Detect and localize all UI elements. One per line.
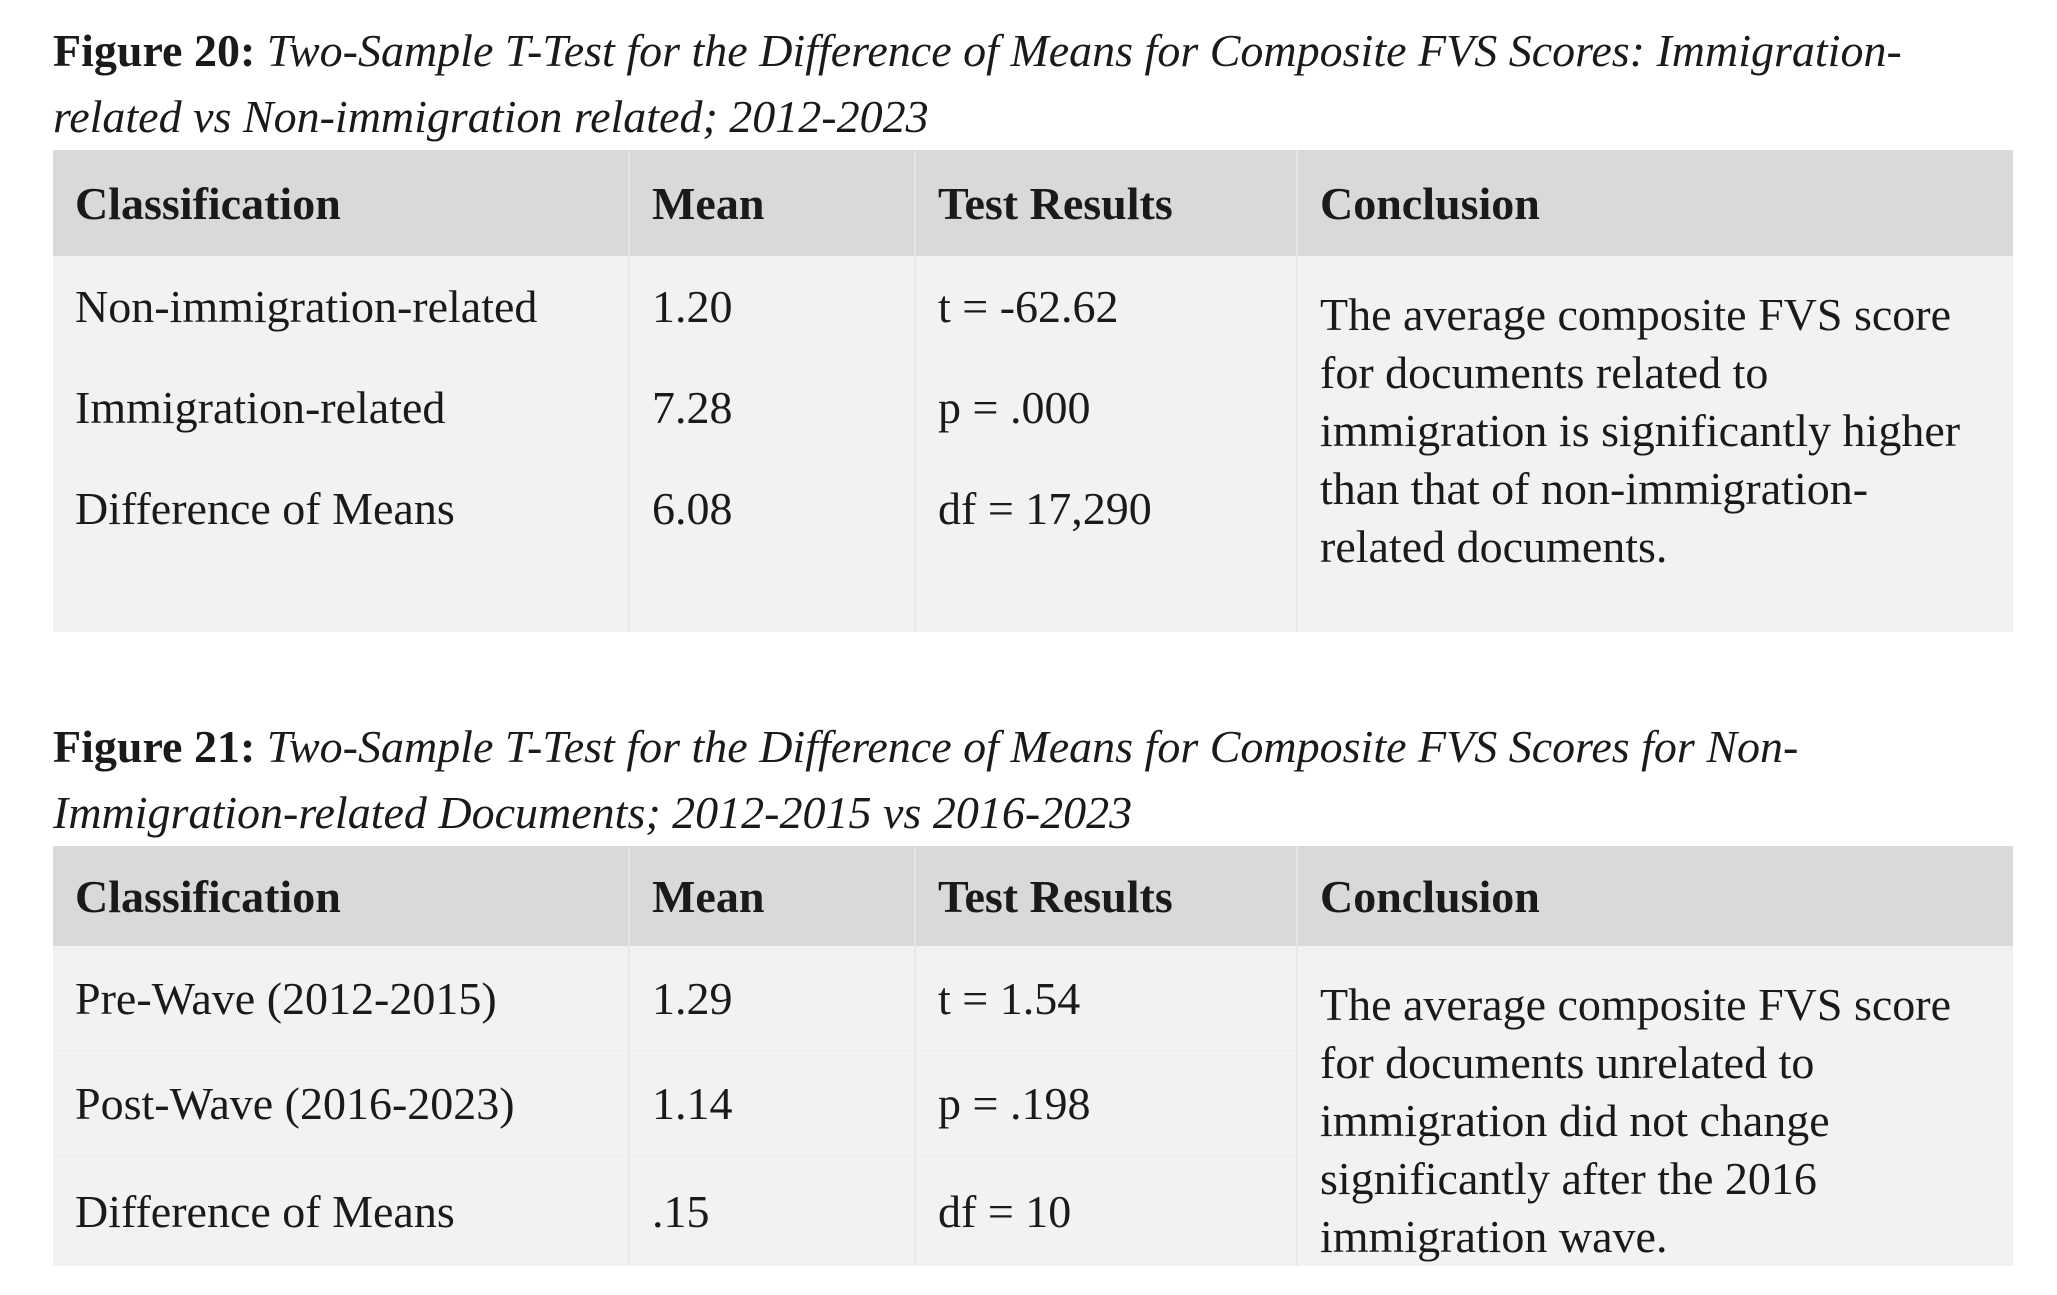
cell-test-result: t = 1.54 (916, 946, 1298, 1051)
cell-mean: 1.20 (630, 256, 916, 357)
header-mean: Mean (630, 150, 916, 256)
figure-caption: Figure 21: Two-Sample T-Test for the Dif… (53, 714, 2013, 846)
table-row: Difference of Means .15 df = 10 (53, 1155, 2013, 1266)
figure-title: Two-Sample T-Test for the Difference of … (53, 721, 1799, 838)
table-header-row: Classification Mean Test Results Conclus… (53, 846, 2013, 946)
cell-conclusion: The average composite FVS score for docu… (1298, 256, 2013, 632)
cell-classification: Non-immigration-related (53, 256, 630, 357)
header-classification: Classification (53, 846, 630, 946)
cell-mean: .15 (630, 1155, 916, 1266)
cell-mean: 1.14 (630, 1050, 916, 1156)
table-row: Immigration-related 7.28 p = .000 (53, 357, 2013, 458)
cell-test-result: t = -62.62 (916, 256, 1298, 357)
header-test-results: Test Results (916, 846, 1298, 946)
header-mean: Mean (630, 846, 916, 946)
t-test-table: Classification Mean Test Results Conclus… (53, 150, 2013, 632)
cell-classification: Difference of Means (53, 458, 630, 632)
cell-classification: Difference of Means (53, 1155, 630, 1266)
figure-label: Figure 20: (53, 25, 256, 76)
cell-test-result: p = .198 (916, 1050, 1298, 1156)
figure-20: Figure 20: Two-Sample T-Test for the Dif… (53, 18, 2013, 632)
cell-mean: 1.29 (630, 946, 916, 1051)
figure-caption: Figure 20: Two-Sample T-Test for the Dif… (53, 18, 2013, 150)
header-classification: Classification (53, 150, 630, 256)
cell-mean: 7.28 (630, 357, 916, 458)
cell-test-result: df = 17,290 (916, 458, 1298, 632)
table-header-row: Classification Mean Test Results Conclus… (53, 150, 2013, 256)
cell-classification: Post-Wave (2016-2023) (53, 1050, 630, 1156)
cell-test-result: df = 10 (916, 1155, 1298, 1266)
table-row: Difference of Means 6.08 df = 17,290 (53, 458, 2013, 632)
figure-title: Two-Sample T-Test for the Difference of … (53, 25, 1902, 142)
header-conclusion: Conclusion (1298, 150, 2013, 256)
figure-label: Figure 21: (53, 721, 256, 772)
header-conclusion: Conclusion (1298, 846, 2013, 946)
table-row: Post-Wave (2016-2023) 1.14 p = .198 (53, 1050, 2013, 1156)
figure-21: Figure 21: Two-Sample T-Test for the Dif… (53, 714, 2013, 1266)
cell-mean: 6.08 (630, 458, 916, 632)
table-row: Non-immigration-related 1.20 t = -62.62 … (53, 256, 2013, 632)
t-test-table: Classification Mean Test Results Conclus… (53, 846, 2013, 1266)
cell-classification: Immigration-related (53, 357, 630, 458)
cell-classification: Pre-Wave (2012-2015) (53, 946, 630, 1051)
table-row: Pre-Wave (2012-2015) 1.29 t = 1.54 The a… (53, 946, 2013, 1266)
cell-test-result: p = .000 (916, 357, 1298, 458)
header-test-results: Test Results (916, 150, 1298, 256)
cell-conclusion: The average composite FVS score for docu… (1298, 946, 2013, 1266)
